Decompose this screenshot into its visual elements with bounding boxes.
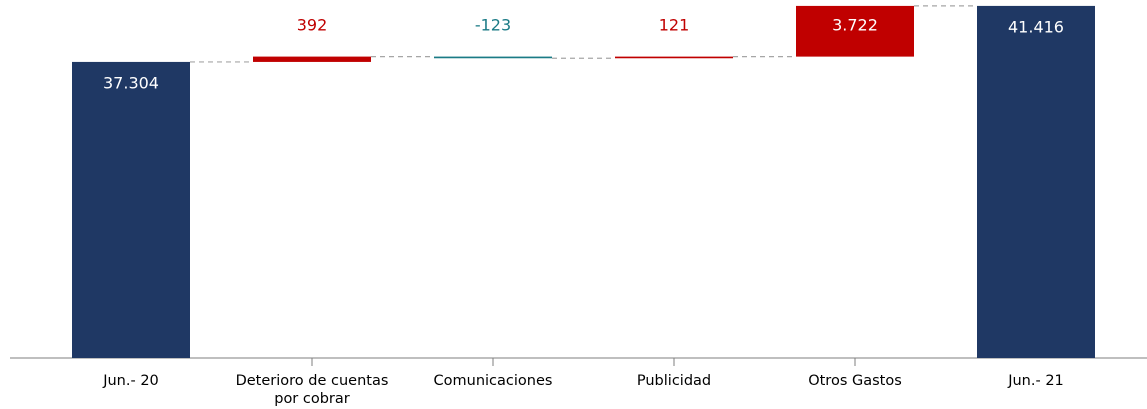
value-label: 121: [659, 16, 690, 35]
x-tick-label: Otros Gastos: [808, 373, 902, 389]
bar: [977, 5, 1095, 359]
value-label: 3.722: [832, 16, 878, 35]
bar: [796, 5, 914, 57]
value-label: 41.416: [1008, 17, 1064, 36]
bar: [615, 56, 733, 59]
value-label: 37.304: [103, 73, 159, 92]
bar: [434, 56, 552, 59]
x-tick-label: Comunicaciones: [433, 373, 553, 389]
x-tick-label: Jun.- 20: [103, 373, 159, 389]
x-tick-label: Deterioro de cuentas por cobrar: [235, 373, 389, 407]
value-label: -123: [475, 16, 511, 35]
bar: [72, 61, 190, 358]
bar: [253, 56, 371, 62]
x-tick-label: Publicidad: [636, 373, 712, 389]
x-tick-label: Jun.- 21: [1008, 373, 1064, 389]
value-label: 392: [297, 16, 328, 35]
